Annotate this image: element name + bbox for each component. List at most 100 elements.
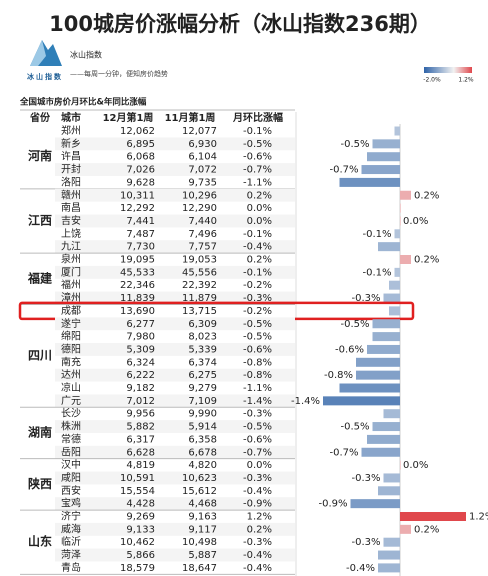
- bar-label: 0.0%: [403, 216, 428, 227]
- city: 九江: [61, 241, 81, 253]
- dec-price: 10,462: [120, 537, 155, 548]
- dec-price: 19,095: [120, 255, 155, 266]
- change: -0.4%: [243, 550, 272, 561]
- row-band: [55, 188, 295, 202]
- bar-label: 0.0%: [403, 460, 428, 471]
- city: 凉山: [61, 381, 81, 394]
- row-band: [55, 240, 295, 254]
- bar: [383, 473, 400, 483]
- bar: [323, 396, 400, 406]
- dec-price: 9,133: [126, 524, 155, 535]
- row-band: [55, 291, 295, 305]
- nov-price: 6,358: [188, 434, 217, 445]
- bar-label: -0.7%: [329, 165, 358, 176]
- bar-label: -0.1%: [362, 229, 391, 240]
- nov-price: 10,623: [182, 473, 217, 484]
- city: 泉州: [61, 253, 81, 266]
- change: -0.5%: [243, 332, 272, 343]
- nov-price: 9,279: [188, 383, 217, 394]
- city: 南昌: [61, 201, 81, 214]
- city: 咸阳: [61, 472, 81, 484]
- city: 许昌: [61, 151, 81, 163]
- city: 长沙: [61, 408, 81, 420]
- row-band: [55, 548, 295, 562]
- row-band: [55, 137, 295, 151]
- bar: [372, 139, 400, 149]
- city: 开封: [61, 163, 81, 176]
- change: -0.8%: [243, 357, 272, 368]
- city: 达州: [61, 369, 81, 381]
- bar: [372, 332, 400, 342]
- row-band: [55, 497, 295, 511]
- bar: [367, 434, 400, 444]
- city: 洛阳: [61, 175, 81, 188]
- province: 河南: [27, 148, 52, 163]
- city: 遂宁: [61, 317, 81, 330]
- nov-price: 15,612: [182, 486, 217, 497]
- row-band: [55, 394, 295, 408]
- bar: [367, 344, 400, 354]
- change: -0.1%: [243, 267, 272, 278]
- change: -0.6%: [243, 344, 272, 355]
- nov-price: 6,104: [188, 152, 217, 163]
- bar-label: -0.6%: [335, 344, 364, 355]
- city: 西安: [61, 484, 81, 497]
- bar-label: -0.3%: [351, 473, 380, 484]
- bar-label: 0.2%: [414, 190, 439, 201]
- dec-price: 5,866: [126, 550, 155, 561]
- bar: [383, 409, 400, 419]
- column-header: 11月第1周: [165, 111, 216, 124]
- dec-price: 5,882: [126, 422, 155, 433]
- change: -1.4%: [243, 396, 272, 407]
- logo: [30, 40, 62, 66]
- dec-price: 7,026: [126, 165, 155, 176]
- nov-price: 9,117: [188, 524, 217, 535]
- bar: [394, 229, 400, 239]
- column-header: 省份: [29, 111, 51, 124]
- province: 福建: [27, 270, 53, 285]
- change: 0.2%: [247, 524, 272, 535]
- bar-label: -0.8%: [324, 370, 353, 381]
- bar: [339, 383, 400, 393]
- bar: [372, 422, 400, 432]
- bar: [389, 306, 400, 316]
- nov-price: 7,757: [188, 242, 217, 253]
- bar: [400, 203, 401, 213]
- bar: [400, 255, 411, 264]
- column-header: 月环比涨幅: [232, 111, 283, 124]
- change: -0.6%: [243, 434, 272, 445]
- bar: [389, 280, 400, 290]
- dec-price: 7,730: [126, 242, 155, 253]
- dec-price: 12,292: [120, 203, 155, 214]
- change: -0.5%: [243, 139, 272, 150]
- change: -0.8%: [243, 370, 272, 381]
- city: 上饶: [61, 227, 81, 240]
- nov-price: 7,496: [188, 229, 217, 240]
- city: 威海: [61, 522, 81, 535]
- nov-price: 45,556: [182, 267, 217, 278]
- change: 0.0%: [247, 460, 272, 471]
- nov-price: 4,820: [188, 460, 217, 471]
- dec-price: 15,554: [120, 486, 155, 497]
- dec-price: 6,324: [126, 357, 155, 368]
- change: -0.9%: [243, 499, 272, 510]
- dec-price: 9,269: [126, 512, 155, 523]
- province: 湖南: [28, 424, 52, 439]
- dec-price: 10,591: [120, 473, 155, 484]
- row-band: [55, 214, 295, 228]
- nov-price: 6,309: [188, 319, 217, 330]
- bar: [394, 126, 400, 136]
- change: -0.4%: [243, 563, 272, 574]
- nov-price: 12,077: [182, 126, 217, 137]
- city: 菏泽: [61, 549, 81, 561]
- change: -0.3%: [243, 537, 272, 548]
- bar: [383, 293, 400, 303]
- legend-min: -2.0%: [423, 77, 441, 84]
- dec-price: 6,277: [126, 319, 155, 330]
- change: -0.3%: [243, 409, 272, 420]
- row-band: [55, 163, 295, 176]
- bar: [350, 499, 400, 509]
- bar: [361, 447, 400, 457]
- nov-price: 6,374: [188, 357, 217, 368]
